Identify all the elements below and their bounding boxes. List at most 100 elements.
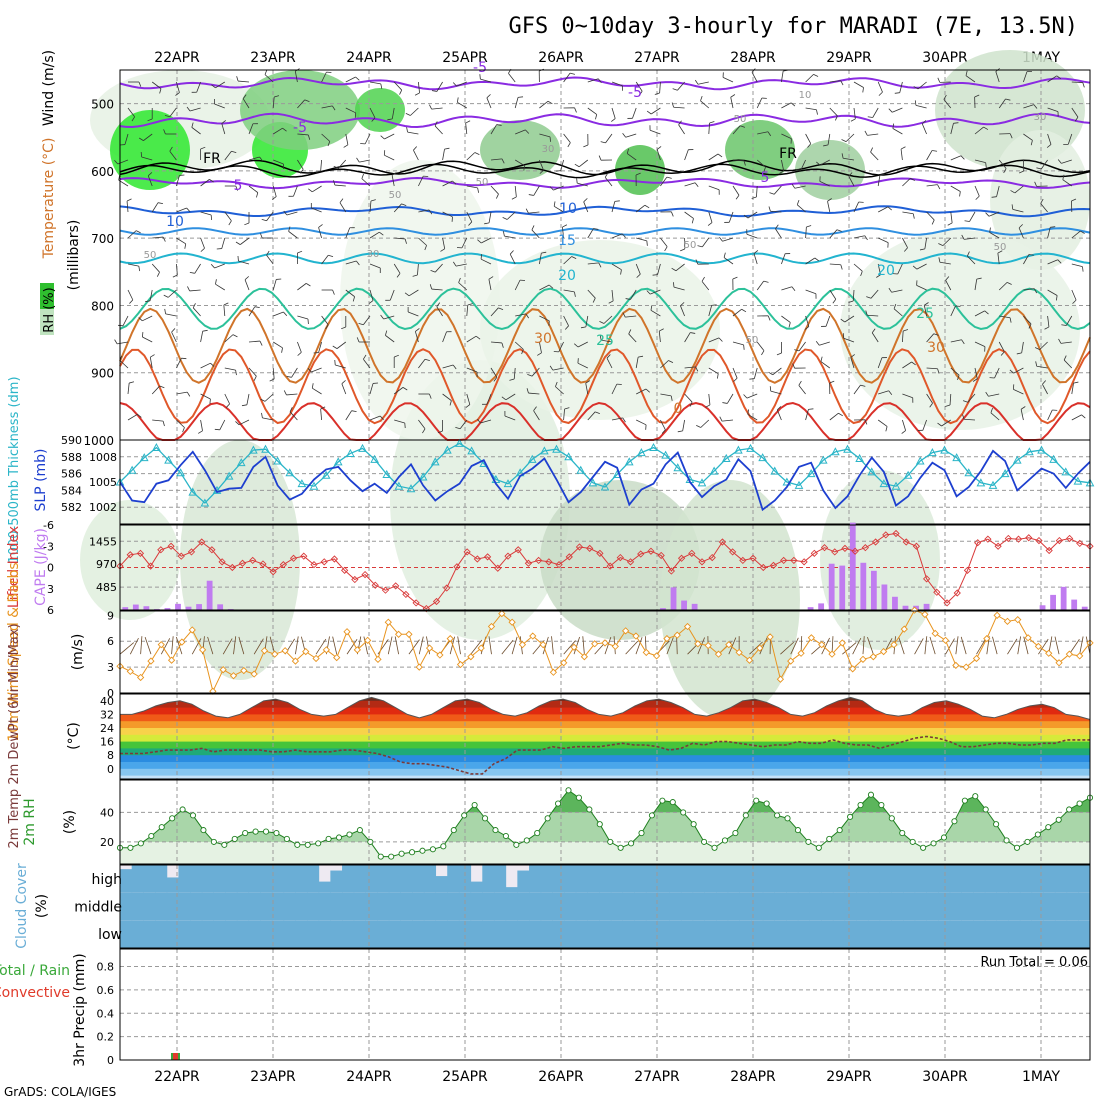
wind-barb [248, 340, 260, 343]
wind-barb [219, 419, 226, 430]
wind-barb [143, 133, 153, 141]
cloud-high-cell [248, 865, 261, 893]
wind-barb [151, 385, 160, 395]
rh2m-unit-label: (%) [62, 810, 78, 834]
wind-barb [297, 133, 309, 136]
wind-speed-point [683, 622, 692, 631]
wind-barb [119, 360, 129, 369]
lifted-index-point [177, 552, 185, 560]
cloud-middle-cell [680, 892, 694, 921]
rh-point [127, 844, 134, 851]
y-axis-labels: RH (%)Temperature (°C)Wind (m/s)(milliba… [0, 50, 88, 1067]
lifted-index-point [902, 538, 910, 546]
cloud-middle-cell [529, 892, 542, 921]
wind-barb [781, 159, 785, 171]
cloud-middle-cell [704, 892, 717, 921]
wind-barb-flag [440, 248, 445, 252]
rh-point [1055, 816, 1062, 823]
wind-barb-flag [525, 313, 530, 319]
rh-point [523, 837, 530, 844]
wind-barb-flag [914, 100, 917, 106]
lifted-index-point [943, 599, 951, 607]
rh-point [273, 830, 280, 837]
cloud-middle-cell [201, 892, 214, 921]
wind-barb-flag [876, 274, 881, 278]
wind-barb-flag [776, 352, 782, 356]
cloud-middle-cell [692, 892, 705, 921]
wind-barb-flag [678, 120, 682, 126]
tick-label: 0 [107, 687, 114, 700]
wind-barb [272, 127, 283, 135]
wind-barb [418, 175, 424, 187]
wind-speed-point [756, 644, 764, 652]
wind-barb-flag [171, 328, 176, 333]
wind-barb [660, 360, 669, 369]
wind-barb [490, 341, 502, 344]
wind-barb-flag [722, 402, 728, 404]
cloud-low-cell [1078, 920, 1091, 948]
wind-speed-point [487, 622, 496, 631]
wind-barb-flag [361, 173, 364, 179]
cloud-low-cell [867, 920, 881, 948]
wind-barb-flag [341, 380, 346, 385]
cloud-high-cell [1008, 865, 1021, 893]
wind-barb [466, 393, 471, 405]
wind-barb [917, 81, 927, 90]
wind-barb-flag [860, 271, 863, 277]
wind-barb-flag [1082, 82, 1085, 88]
wind-barb [853, 235, 865, 239]
wind-barb [678, 124, 685, 135]
rh-area-light [120, 790, 1090, 864]
wind-barb-flag [162, 236, 166, 242]
wind-speed-point [312, 654, 320, 663]
thickness-point [831, 447, 840, 456]
wind-barb [1020, 409, 1024, 421]
wind-speed-point [663, 634, 671, 643]
cloud-middle-cell [377, 892, 390, 921]
cloud-middle-cell [271, 892, 285, 921]
wind-barb [660, 237, 668, 247]
wind-barb [176, 81, 180, 93]
wind-barb [897, 263, 903, 275]
wind-barb [127, 263, 139, 267]
wind-barb [819, 159, 830, 166]
thickness-point [661, 450, 670, 459]
wind-barb-flag [841, 139, 847, 143]
wind-barb-flag [547, 100, 553, 105]
rh-point [763, 800, 770, 807]
cloud-middle-cell [961, 892, 974, 921]
wind-barb [825, 315, 831, 327]
thickness-point [382, 469, 392, 478]
wind-barb-flag [145, 300, 151, 303]
wind-barb [297, 283, 307, 291]
lifted-index-point [443, 584, 451, 592]
wind-barb-flag [169, 146, 173, 152]
wind-barb [169, 150, 177, 161]
wind-barb [1067, 133, 1073, 145]
wind-barb [553, 185, 564, 191]
wind-barb-flag [159, 385, 165, 389]
cloud-high-cell [832, 865, 846, 893]
cloud-middle-cell [575, 892, 588, 921]
wind-barb-flag [1000, 351, 1005, 356]
dewpoint-line [120, 735, 1090, 775]
tick-label: 1000 [83, 434, 114, 448]
tick-label: 16 [100, 736, 114, 749]
rh-point [701, 838, 708, 845]
temperature-contour [119, 76, 1091, 91]
cloud-middle-cell [552, 892, 565, 921]
wind-barb-flag [650, 305, 653, 311]
lifted-index-point [126, 551, 134, 559]
wind-barb [141, 156, 153, 161]
wind-barb [389, 289, 395, 301]
wind-barb [369, 107, 376, 118]
wind-barb-flag [477, 239, 482, 244]
wind-barb-flag [305, 283, 311, 287]
thickness-point [297, 479, 307, 488]
contour-label: 5 [234, 178, 243, 194]
wind-barb-flag [768, 371, 773, 376]
wind-barb [998, 341, 1005, 352]
wind-speed-point [436, 651, 444, 659]
wind-barb [369, 81, 381, 85]
